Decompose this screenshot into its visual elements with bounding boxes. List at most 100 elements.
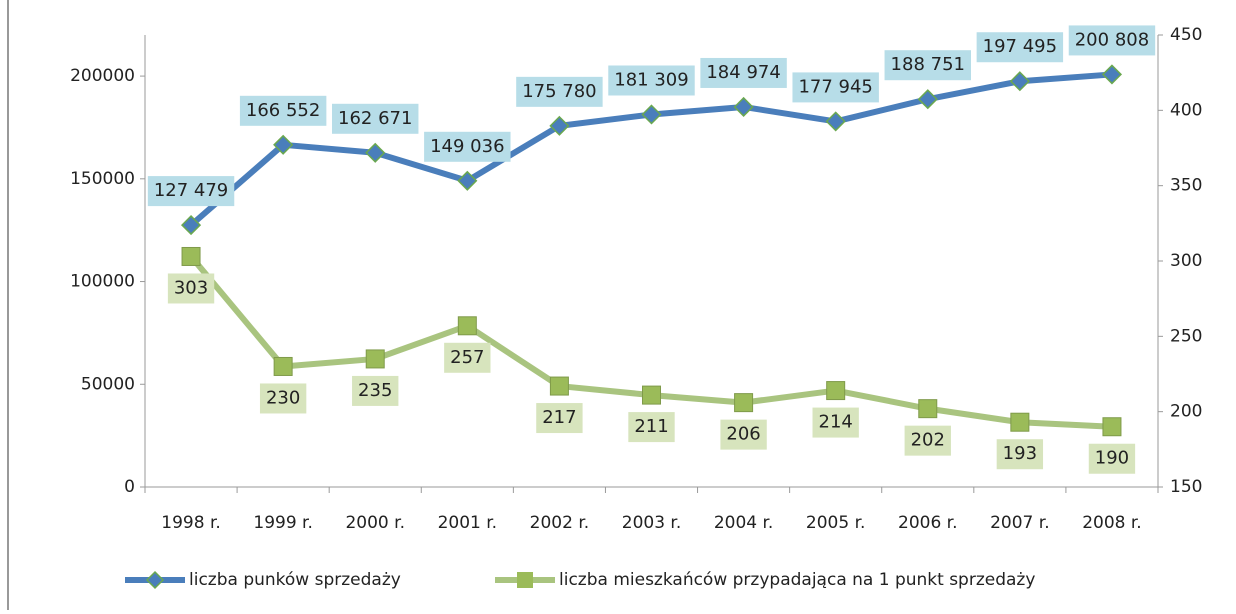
x-tick-label: 2001 r. <box>438 513 498 533</box>
y2-tick-label: 200 <box>1170 402 1202 422</box>
x-tick-label: 2008 r. <box>1082 513 1142 533</box>
data-label-text: 211 <box>634 416 668 437</box>
data-label-text: 190 <box>1095 448 1129 469</box>
data-label: 211 <box>628 412 675 443</box>
data-label: 162 671 <box>332 103 419 134</box>
marker <box>365 142 386 163</box>
data-label-text: 214 <box>819 412 853 433</box>
data-label-text: 206 <box>726 424 760 445</box>
y2-tick-label: 150 <box>1170 477 1202 497</box>
x-tick-label: 1999 r. <box>253 513 313 533</box>
x-tick-label: 2004 r. <box>714 513 774 533</box>
marker <box>549 115 570 136</box>
y-tick-label: 0 <box>124 477 135 497</box>
x-tick-label: 2006 r. <box>898 513 958 533</box>
data-label: 166 552 <box>239 95 327 126</box>
marker <box>917 89 938 110</box>
data-label-bg <box>884 50 971 81</box>
marker <box>1102 417 1122 437</box>
data-label-bg <box>904 425 951 456</box>
y-tick-label: 100000 <box>70 272 135 292</box>
data-label-bg <box>536 403 583 434</box>
data-label: 206 <box>720 419 767 450</box>
data-label-bg <box>239 95 327 126</box>
data-label-text: 200 808 <box>1075 29 1149 50</box>
legend-marker <box>517 572 533 588</box>
y-tick-label: 150000 <box>70 169 135 189</box>
marker <box>826 381 846 401</box>
data-label-bg <box>976 32 1064 63</box>
data-label-bg <box>424 131 511 162</box>
data-label-bg <box>352 375 399 406</box>
marker <box>549 376 569 396</box>
marker <box>1101 64 1123 85</box>
data-label-bg <box>332 103 419 134</box>
data-label-bg <box>1068 25 1156 56</box>
data-label: 175 780 <box>516 76 603 107</box>
data-label-text: 193 <box>1003 443 1037 464</box>
data-label-text: 177 945 <box>798 76 872 97</box>
data-label-text: 175 780 <box>522 81 596 102</box>
data-label: 230 <box>259 383 307 414</box>
data-label-bg <box>444 342 491 373</box>
data-label-text: 162 671 <box>338 108 412 129</box>
data-label: 188 751 <box>884 50 971 81</box>
data-label-text: 217 <box>542 407 576 428</box>
x-tick-label: 2003 r. <box>622 513 682 533</box>
data-label-text: 188 751 <box>891 54 965 75</box>
y2-tick-label: 450 <box>1170 25 1202 45</box>
data-label-bg <box>259 383 307 414</box>
series-line <box>189 71 1113 228</box>
data-label-text: 166 552 <box>246 100 320 121</box>
y-tick-label: 50000 <box>81 374 135 394</box>
y2-tick-label: 400 <box>1170 100 1202 120</box>
marker <box>641 104 662 125</box>
data-label: 197 495 <box>976 32 1064 63</box>
data-label-text: 149 036 <box>430 136 504 157</box>
marker <box>825 111 846 132</box>
data-label-bg <box>792 72 879 103</box>
data-label: 177 945 <box>792 72 879 103</box>
marker <box>457 170 478 191</box>
data-label-text: 127 479 <box>154 180 228 201</box>
data-label: 235 <box>352 375 399 406</box>
data-label-bg <box>167 273 215 304</box>
marker <box>1010 412 1030 432</box>
data-label-text: 197 495 <box>983 36 1057 57</box>
y-tick-label: 200000 <box>70 66 135 86</box>
marker <box>180 215 202 236</box>
data-label: 200 808 <box>1068 25 1156 56</box>
marker <box>734 393 754 413</box>
legend-marker <box>145 570 165 590</box>
data-label-bg <box>700 57 787 88</box>
data-label-bg <box>996 439 1044 470</box>
data-label-text: 235 <box>358 380 392 401</box>
data-label-text: 184 974 <box>706 62 780 83</box>
data-label: 184 974 <box>700 57 787 88</box>
data-label: 190 <box>1088 443 1136 474</box>
data-label-text: 202 <box>911 430 945 451</box>
data-label-text: 303 <box>174 277 208 298</box>
data-label: 257 <box>444 342 491 373</box>
data-label: 149 036 <box>424 131 511 162</box>
x-tick-label: 2007 r. <box>990 513 1050 533</box>
legend-label: liczba punków sprzedaży <box>189 570 401 590</box>
data-label: 303 <box>167 273 215 304</box>
marker <box>365 349 385 369</box>
marker <box>642 385 661 405</box>
data-label: 214 <box>812 407 859 438</box>
data-label: 127 479 <box>147 176 235 207</box>
y2-tick-label: 350 <box>1170 176 1202 196</box>
marker <box>457 316 477 336</box>
data-label-text: 230 <box>266 387 300 408</box>
data-label-bg <box>812 407 859 438</box>
data-label-text: 257 <box>450 347 484 368</box>
marker <box>733 96 754 118</box>
marker <box>918 399 938 419</box>
data-label-bg <box>720 419 767 450</box>
marker <box>273 134 294 155</box>
x-tick-label: 2000 r. <box>345 513 405 533</box>
data-label-bg <box>608 65 695 96</box>
data-label-bg <box>1088 443 1136 474</box>
